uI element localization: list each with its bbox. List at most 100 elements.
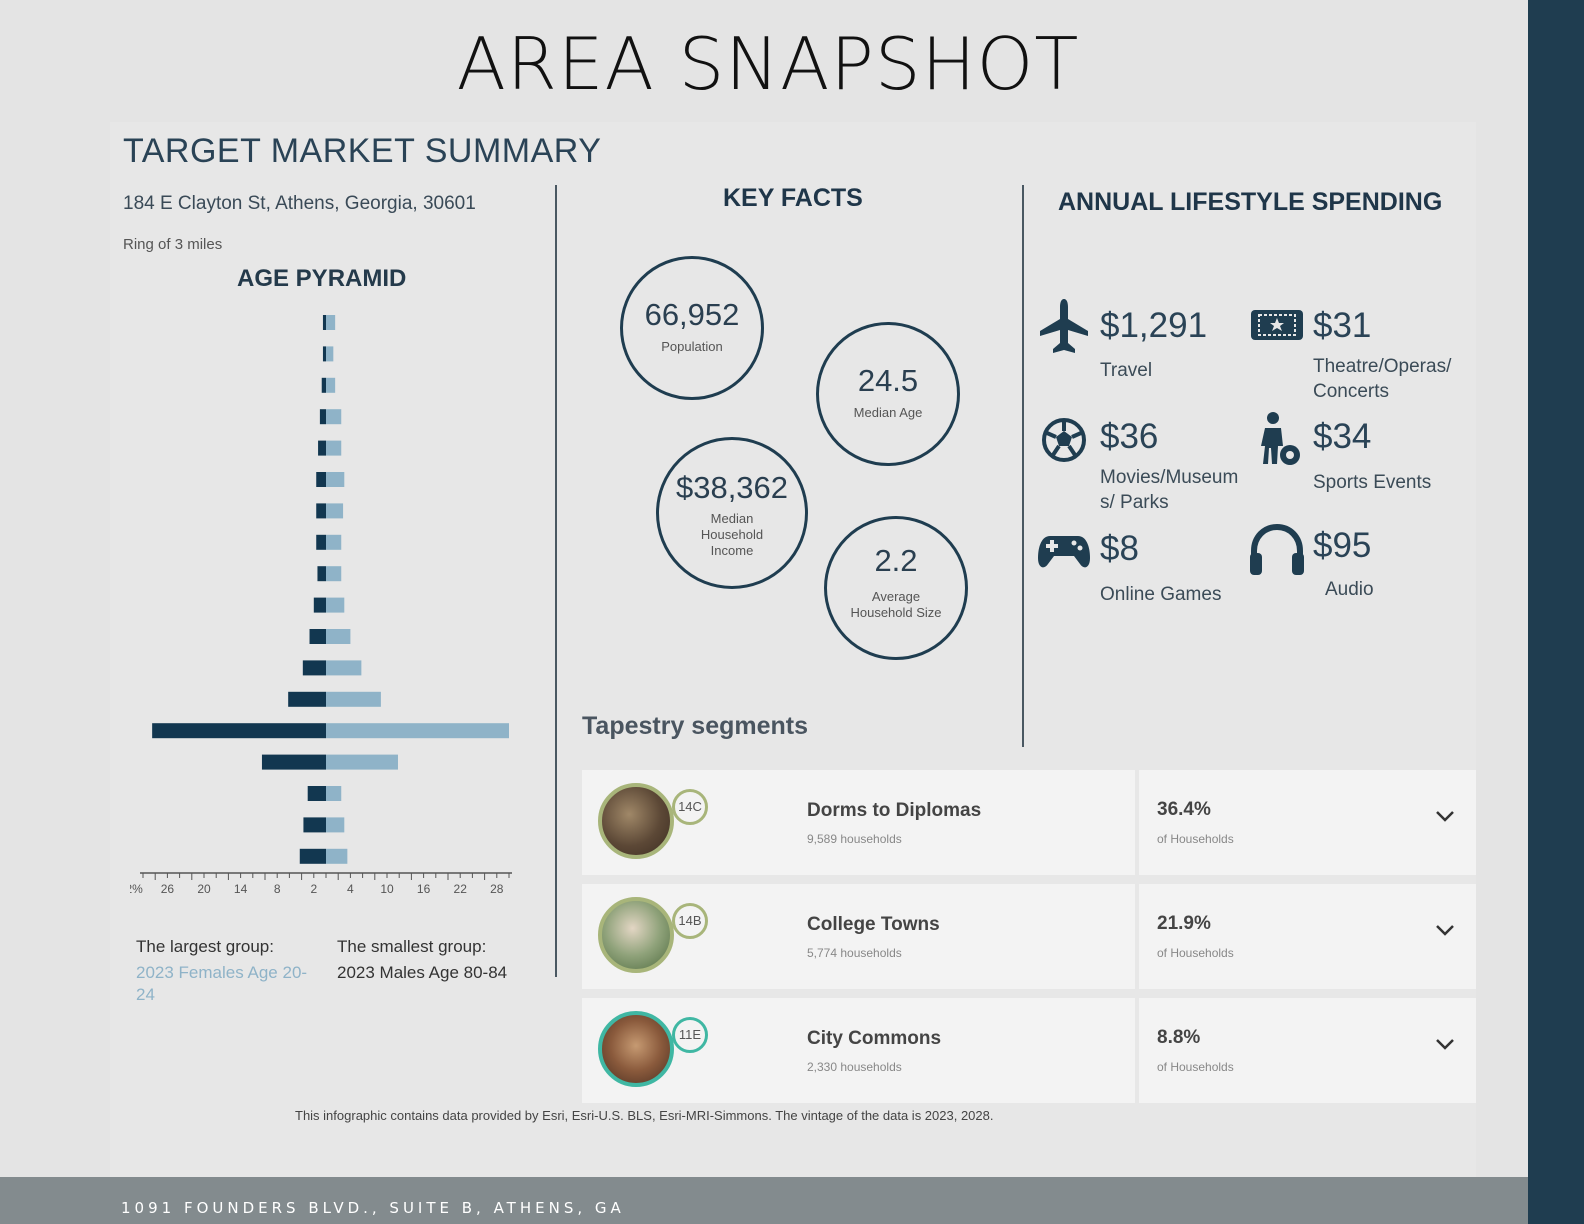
data-credit: This infographic contains data provided …: [295, 1108, 994, 1123]
divider: [1022, 185, 1024, 747]
key-facts-title: KEY FACTS: [723, 184, 863, 212]
segment-name: Dorms to Diplomas: [807, 800, 982, 821]
fact-value: 24.5: [857, 363, 919, 398]
fact-median-income: $38,362 Median Household Income: [656, 437, 808, 589]
bar-female: [326, 660, 362, 676]
tick-label: 14: [234, 882, 248, 896]
fact-value: 66,952: [644, 297, 740, 332]
address: 184 E Clayton St, Athens, Georgia, 30601: [123, 193, 476, 214]
bar-female: [326, 754, 398, 770]
fact-label: Population: [661, 339, 723, 354]
bar-male: [303, 817, 326, 833]
bar-male: [318, 440, 326, 456]
ticket-icon: [1251, 310, 1303, 340]
spend-label-games: Online Games: [1100, 584, 1222, 605]
tick-label: 4: [347, 882, 354, 896]
segment-row[interactable]: 11E City Commons 2,330 households: [582, 998, 1135, 1103]
bar-female: [326, 597, 345, 613]
bar-male: [316, 503, 326, 519]
segment-row[interactable]: 14C Dorms to Diplomas 9,589 households: [582, 770, 1135, 875]
bar-male: [313, 597, 326, 613]
fact-value: 2.2: [874, 543, 918, 578]
largest-group-label: The largest group:: [136, 937, 274, 956]
segment-share[interactable]: 21.9% of Households: [1139, 884, 1476, 989]
spend-label-audio: Audio: [1325, 579, 1374, 600]
bar-female: [326, 629, 351, 644]
fact-label: Median Household Income: [700, 511, 764, 558]
bar-male: [302, 660, 326, 676]
fact-household-size: 2.2 Average Household Size: [824, 516, 968, 660]
tapestry-title: Tapestry segments: [582, 712, 809, 740]
bar-female: [326, 377, 336, 393]
spend-label-movies: Movies/Museum s/ Parks: [1100, 467, 1239, 513]
segment-photo: [598, 1011, 674, 1087]
bar-male: [321, 377, 326, 393]
tick-label: 28: [490, 882, 504, 896]
fact-value: $38,362: [675, 470, 789, 505]
bar-female: [326, 566, 342, 582]
bar-male: [322, 346, 326, 362]
segment-households: 2,330 households: [807, 1060, 902, 1074]
right-band: [1528, 0, 1584, 1224]
bar-female: [326, 534, 342, 550]
bar-male: [316, 534, 326, 550]
smallest-group-label: The smallest group:: [337, 937, 487, 956]
age-pyramid-chart: 32% 26 20 14 8 2 4 10 16 22 28: [130, 315, 512, 896]
segment-code-badge: 11E: [672, 1017, 708, 1053]
chevron-down-icon[interactable]: [1434, 1036, 1456, 1052]
segment-photo: [598, 783, 674, 859]
bar-male: [309, 629, 326, 644]
spend-value-travel: $1,291: [1100, 306, 1208, 345]
segment-share[interactable]: 36.4% of Households: [1139, 770, 1476, 875]
tick-label: 2: [310, 882, 317, 896]
bar-male: [261, 754, 326, 770]
bar-male: [307, 786, 326, 801]
fact-population: 66,952 Population: [620, 256, 764, 400]
spend-label-theatre: Theatre/Operas/ Concerts: [1313, 356, 1452, 402]
bar-female: [326, 346, 334, 362]
chevron-down-icon[interactable]: [1434, 808, 1456, 824]
player-icon: [1261, 412, 1300, 465]
bar-female: [326, 691, 381, 707]
bar-male: [316, 472, 326, 487]
tick-label: 8: [274, 882, 281, 896]
bar-male: [317, 566, 326, 582]
bar-female: [326, 440, 342, 456]
segment-row[interactable]: 14B College Towns 5,774 households: [582, 884, 1135, 989]
segment-photo: [598, 897, 674, 973]
bar-male: [288, 691, 326, 707]
gamepad-icon: [1038, 536, 1090, 568]
spend-value-games: $8: [1100, 529, 1139, 568]
bar-male: [299, 848, 326, 864]
spend-label-sports: Sports Events: [1313, 472, 1432, 493]
bar-male: [152, 723, 326, 739]
page-title: AREA SNAPSHOT: [456, 22, 1080, 106]
airplane-icon: [1040, 299, 1088, 353]
soccer-ball-icon: [1042, 418, 1086, 462]
bar-female: [326, 848, 348, 864]
spend-value-audio: $95: [1313, 526, 1372, 565]
segment-code-badge: 14C: [672, 789, 708, 825]
chevron-down-icon[interactable]: [1434, 922, 1456, 938]
bar-male: [319, 409, 326, 425]
bar-female: [326, 315, 336, 330]
tick-label: 26: [161, 882, 175, 896]
divider: [555, 185, 557, 977]
segment-households: 5,774 households: [807, 946, 902, 960]
fact-median-age: 24.5 Median Age: [816, 322, 960, 466]
pyramid-title: AGE PYRAMID: [237, 265, 407, 292]
segment-share[interactable]: 8.8% of Households: [1139, 998, 1476, 1103]
bar-female: [326, 409, 342, 425]
segment-of-households: of Households: [1157, 832, 1234, 846]
segment-name: College Towns: [807, 914, 940, 935]
segment-code-badge: 14B: [672, 903, 708, 939]
spending-title: ANNUAL LIFESTYLE SPENDING: [1058, 188, 1443, 216]
tick-label: 22: [454, 882, 468, 896]
bar-male: [322, 315, 326, 330]
tick-label: 16: [417, 882, 431, 896]
bar-female: [326, 723, 509, 739]
section-title: TARGET MARKET SUMMARY: [123, 132, 602, 170]
smallest-group-value: 2023 Males Age 80-84: [337, 963, 508, 982]
headphones-icon: [1250, 523, 1304, 575]
segment-percent: 8.8%: [1157, 1027, 1201, 1048]
